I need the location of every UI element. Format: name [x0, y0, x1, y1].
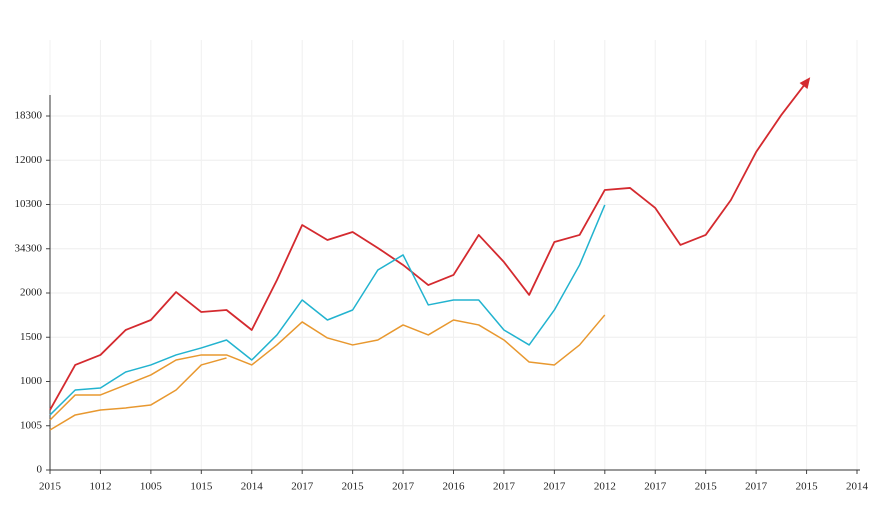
x-tick-label: 2016 [443, 481, 466, 493]
x-tick-label: 2017 [291, 481, 314, 493]
y-tick-label: 1500 [20, 331, 43, 343]
x-tick-label: 1012 [89, 481, 111, 493]
arrow-head [799, 77, 811, 90]
x-tick-label: 2015 [695, 481, 718, 493]
y-tick-label: 2000 [20, 287, 43, 299]
line [49, 81, 808, 411]
y-tick-label: 18300 [15, 110, 43, 122]
x-tick-label: 2017 [493, 481, 516, 493]
x-tick-label: 2014 [846, 481, 869, 493]
y-tick-label: 1000 [20, 375, 43, 387]
line [49, 314, 606, 421]
x-tick-label: 2017 [745, 481, 768, 493]
x-tick-label: 2017 [644, 481, 667, 493]
x-tick-label: 1005 [140, 481, 163, 493]
line [49, 204, 606, 416]
line [49, 357, 227, 431]
y-tick-label: 0 [37, 464, 43, 476]
x-tick-label: 2015 [39, 481, 62, 493]
x-tick-label: 2012 [594, 481, 616, 493]
x-tick-label: 2015 [342, 481, 365, 493]
x-tick-label: 2017 [392, 481, 415, 493]
x-tick-label: 1015 [190, 481, 213, 493]
x-tick-label: 2014 [241, 481, 264, 493]
x-tick-label: 2015 [796, 481, 819, 493]
x-tick-label: 2017 [543, 481, 566, 493]
y-tick-label: 12000 [15, 154, 43, 166]
y-tick-label: 34300 [15, 242, 43, 254]
y-tick-label: 10300 [15, 198, 43, 210]
y-tick-label: 1005 [20, 419, 43, 431]
